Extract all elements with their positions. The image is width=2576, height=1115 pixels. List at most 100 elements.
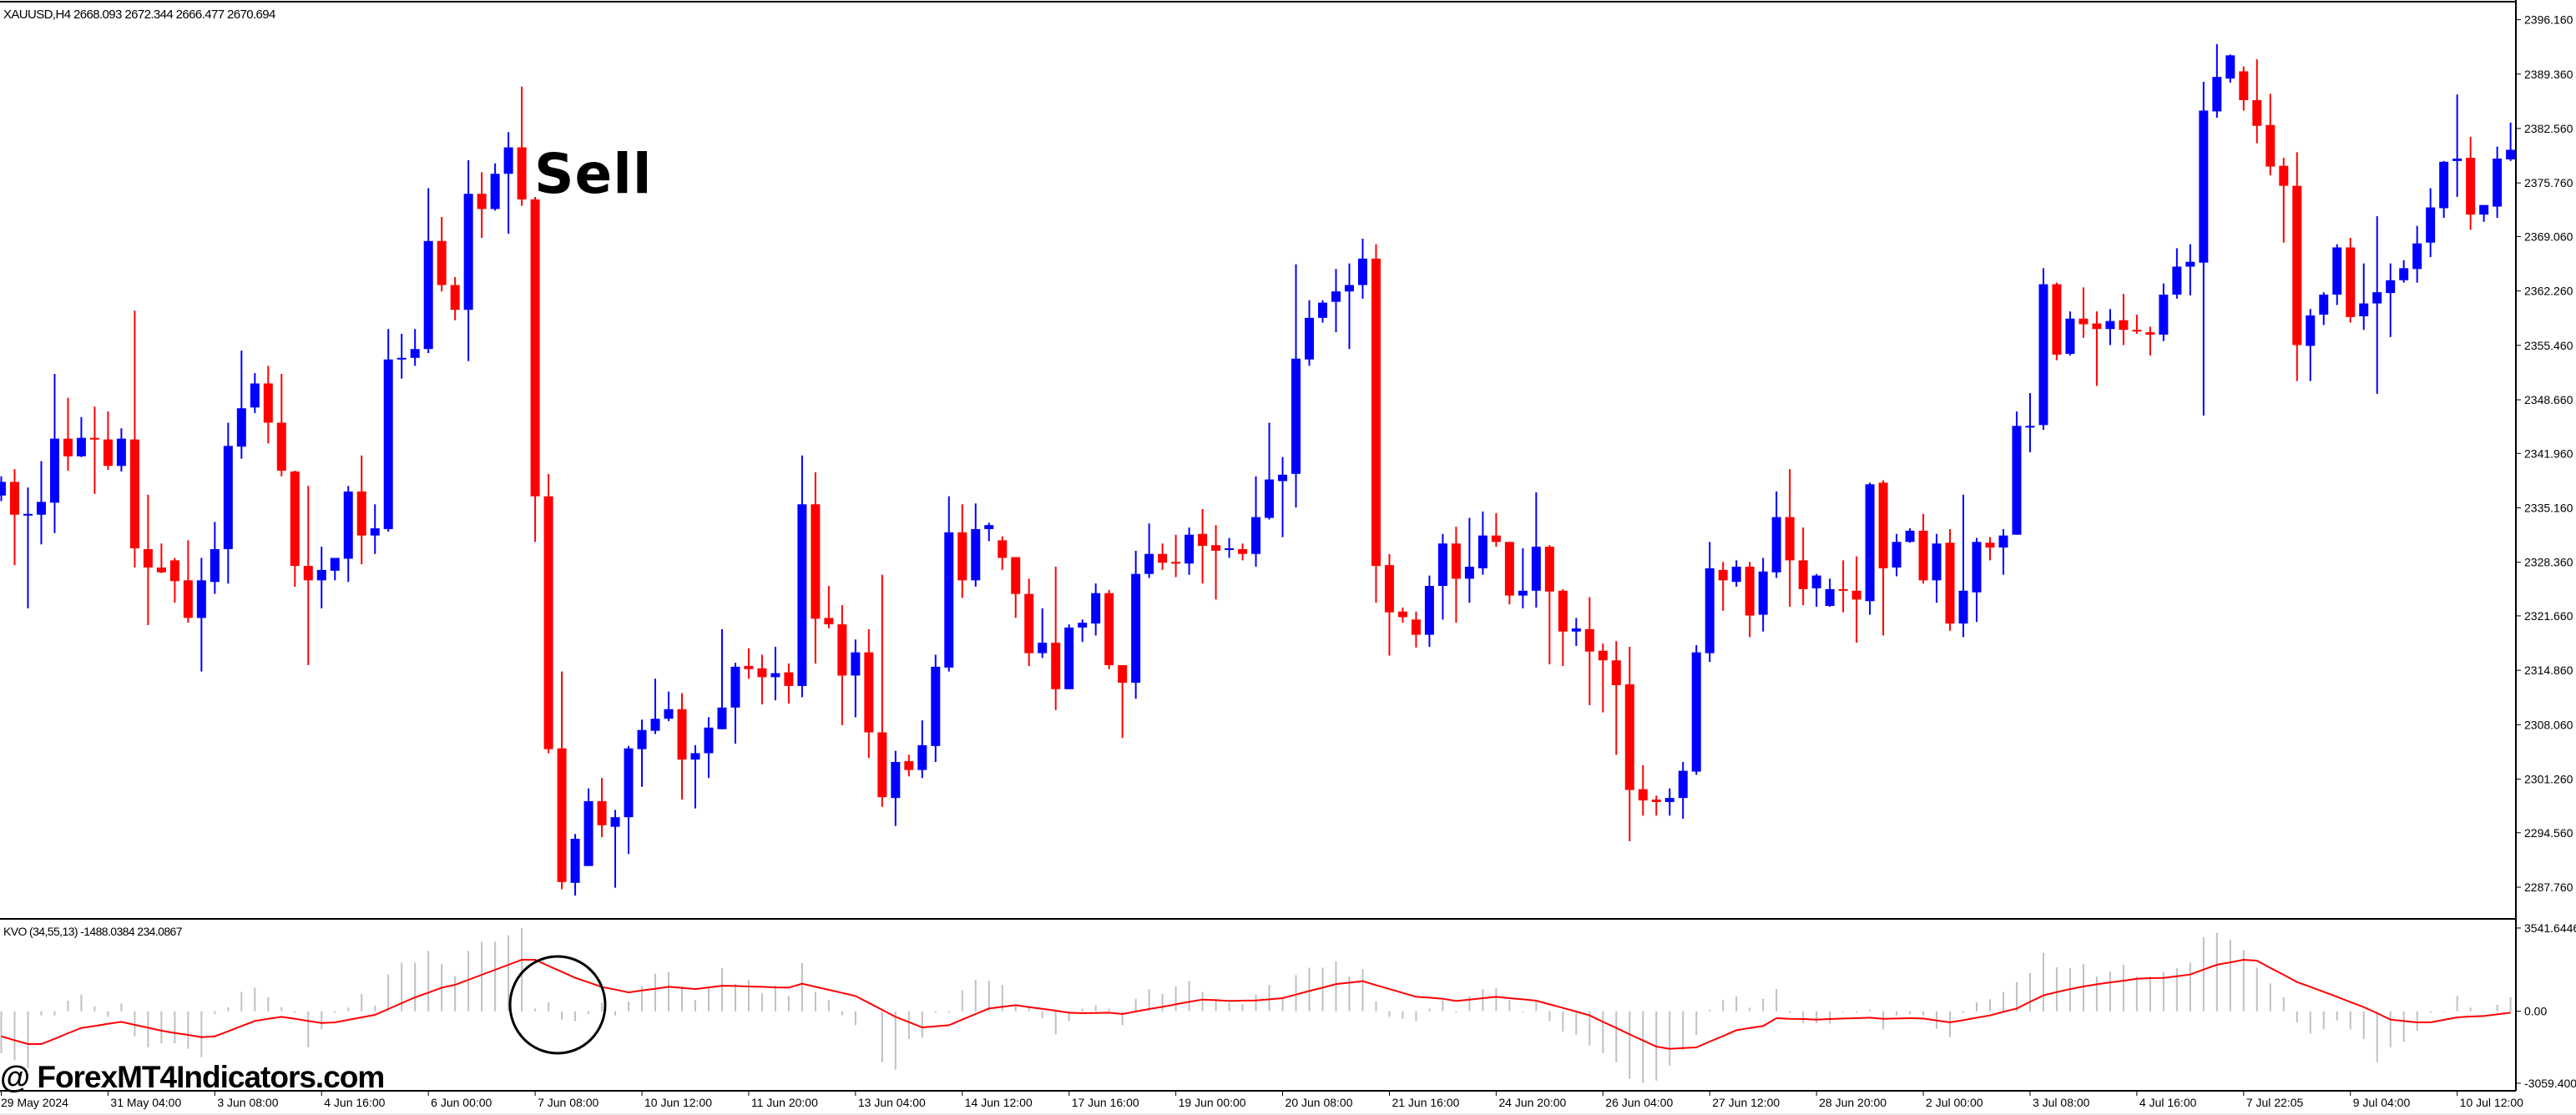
candle-body xyxy=(410,349,420,358)
candle-body xyxy=(583,801,593,866)
candle xyxy=(1491,512,1501,547)
candle xyxy=(1357,238,1367,299)
candle-body xyxy=(557,748,567,882)
candle-body xyxy=(1331,291,1341,302)
indicator-axis: 3541.6446 0.00 -3059.4006 xyxy=(2516,921,2576,1090)
time-tick-label: 4 Jun 16:00 xyxy=(324,1096,385,1109)
candle-body xyxy=(1397,611,1407,618)
candle xyxy=(1571,618,1581,646)
candle-body xyxy=(2038,284,2048,426)
candle xyxy=(2119,294,2129,346)
candle-body xyxy=(2412,243,2422,270)
candle xyxy=(2412,225,2422,283)
candle-body xyxy=(811,504,821,619)
candle-body xyxy=(1678,770,1688,799)
candle-body xyxy=(290,471,300,567)
candle xyxy=(1064,624,1074,689)
candle-body xyxy=(1251,517,1261,554)
candle-body xyxy=(1451,543,1461,579)
candle xyxy=(2386,263,2396,337)
candle-body xyxy=(397,357,407,360)
candle-body xyxy=(1144,553,1154,574)
candle-body xyxy=(637,729,647,749)
time-axis[interactable]: 29 May 2024 31 May 04:00 3 Jun 08:00 4 Jun … xyxy=(1,1091,2523,1109)
candle-body xyxy=(1225,547,1235,550)
candle xyxy=(2466,137,2476,230)
candle-body xyxy=(1265,479,1275,518)
candle-body xyxy=(624,748,634,818)
candle-body xyxy=(704,727,714,754)
candle xyxy=(2439,160,2449,218)
candle-body xyxy=(1571,628,1581,632)
candle-body xyxy=(1104,593,1114,665)
time-tick-label: 27 Jun 12:00 xyxy=(1712,1096,1780,1109)
price-tick-label: 2321.660 xyxy=(2524,609,2573,623)
candle xyxy=(1291,264,1301,508)
candle xyxy=(0,476,6,502)
candle-body xyxy=(89,437,99,440)
candle xyxy=(477,172,487,238)
candle-body xyxy=(1318,302,1328,318)
candle-body xyxy=(356,491,366,536)
candle-body xyxy=(1558,590,1568,632)
time-tick-label: 6 Jun 00:00 xyxy=(431,1096,492,1109)
candle-body xyxy=(2319,295,2329,315)
candle xyxy=(1611,641,1621,755)
candle xyxy=(1531,492,1541,608)
candle-body xyxy=(2199,110,2209,263)
candle xyxy=(784,663,794,704)
candle xyxy=(2493,146,2503,218)
candle-body xyxy=(1878,482,1888,568)
candle-body xyxy=(1491,535,1501,542)
price-axis[interactable]: 2396.160 2389.360 2382.560 2375.760 2369.060… xyxy=(2516,13,2573,894)
candle-body xyxy=(2332,247,2342,295)
candle xyxy=(1638,764,1648,816)
candle xyxy=(971,503,981,588)
candle xyxy=(2225,54,2235,83)
candle-body xyxy=(1384,565,1394,613)
candle-body xyxy=(1785,517,1795,561)
candle-body xyxy=(2212,77,2222,112)
candle-body xyxy=(2252,100,2262,126)
candle-body xyxy=(1118,664,1128,684)
candle-body xyxy=(1838,588,1848,591)
time-tick-label: 10 Jun 12:00 xyxy=(644,1096,712,1109)
candle-body xyxy=(2225,55,2235,79)
time-tick-label: 7 Jun 08:00 xyxy=(538,1096,599,1109)
candle xyxy=(2399,260,2409,283)
candle-body xyxy=(837,624,847,676)
candle xyxy=(957,504,967,598)
candle-body xyxy=(1038,643,1048,653)
candle xyxy=(1504,542,1514,605)
candle-body xyxy=(730,666,740,708)
candle-body xyxy=(2172,266,2182,295)
candle-body xyxy=(1011,557,1021,594)
time-tick-label: 4 Jul 16:00 xyxy=(2139,1096,2197,1109)
candle xyxy=(210,522,220,594)
candle xyxy=(1171,534,1181,578)
candle-body xyxy=(784,672,794,686)
candle xyxy=(1771,491,1781,578)
candle-body xyxy=(169,560,179,582)
candle xyxy=(129,310,139,568)
candle xyxy=(1477,511,1488,575)
candle-body xyxy=(1825,588,1835,607)
candle-body xyxy=(543,496,553,749)
price-tick-label: 2294.560 xyxy=(2524,826,2573,840)
candle xyxy=(1451,527,1461,623)
candle xyxy=(2212,43,2222,119)
candle xyxy=(1198,509,1208,584)
candle xyxy=(183,540,193,623)
candle xyxy=(770,646,780,701)
candle-body xyxy=(1064,627,1074,689)
candle xyxy=(1397,607,1407,623)
candle xyxy=(1985,537,1995,561)
time-tick-label: 17 Jun 16:00 xyxy=(1072,1096,1139,1109)
candle xyxy=(1544,545,1554,665)
candle xyxy=(437,217,447,292)
candle xyxy=(811,472,821,664)
candle xyxy=(1091,583,1101,636)
candle-body xyxy=(610,817,620,827)
candle-body xyxy=(2493,159,2503,207)
